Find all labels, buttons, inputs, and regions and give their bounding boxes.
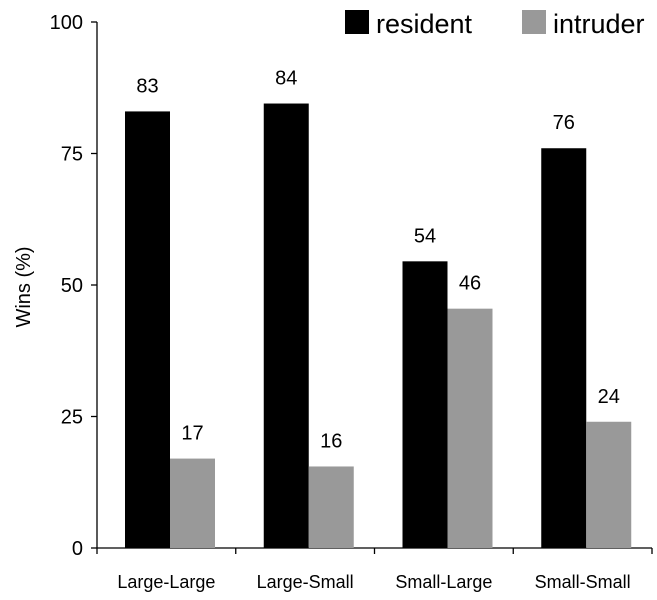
data-label-intruder: 24 — [598, 386, 620, 408]
data-label-intruder: 17 — [181, 423, 203, 445]
bar-intruder — [447, 308, 493, 548]
legend-label-intruder: intruder — [553, 9, 645, 39]
bar-resident — [125, 111, 170, 549]
category-label: Large-Large — [117, 572, 215, 592]
y-axis-ticks: 0 25 50 75 100 — [50, 12, 97, 560]
bar-resident — [541, 148, 587, 549]
data-label-intruder: 46 — [459, 273, 481, 295]
y-tick-label: 50 — [61, 275, 83, 297]
y-tick-label: 0 — [72, 538, 83, 560]
bar-resident — [263, 103, 309, 548]
category-label: Small-Large — [395, 572, 492, 592]
category-label: Small-Small — [535, 572, 631, 592]
bar-intruder — [170, 458, 215, 548]
bars — [125, 103, 632, 549]
data-label-resident: 84 — [275, 68, 297, 90]
x-axis-ticks — [96, 548, 653, 554]
bar-intruder — [586, 421, 632, 548]
y-tick-label: 75 — [61, 144, 83, 166]
y-tick-label: 100 — [50, 12, 83, 34]
data-label-resident: 83 — [136, 75, 158, 97]
data-label-resident: 76 — [553, 112, 575, 134]
legend-label-resident: resident — [376, 9, 473, 39]
legend-swatch-resident — [345, 10, 369, 34]
bar-intruder — [308, 466, 354, 548]
bar-resident — [402, 261, 448, 548]
y-tick-label: 25 — [61, 407, 83, 429]
data-label-resident: 54 — [414, 225, 436, 247]
data-label-intruder: 16 — [320, 430, 342, 452]
data-labels: 83 17 84 16 54 46 76 24 — [136, 68, 620, 453]
category-label: Large-Small — [257, 572, 354, 592]
legend: resident intruder — [345, 9, 645, 39]
legend-swatch-intruder — [522, 10, 546, 34]
y-axis-title: Wins (%) — [13, 246, 35, 327]
category-labels: Large-Large Large-Small Small-Large Small-S… — [117, 572, 630, 592]
